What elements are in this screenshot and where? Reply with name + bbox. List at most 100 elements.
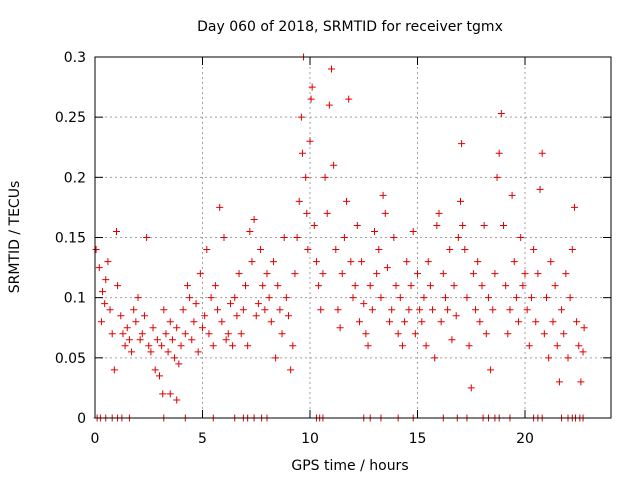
data-point [261,306,269,314]
data-point [444,306,452,314]
data-point [143,234,151,241]
data-point [136,336,144,344]
data-point [307,95,315,103]
data-point [351,282,359,290]
data-point [349,294,357,302]
data-point [297,113,305,121]
data-point [371,227,378,235]
data-point [209,342,217,350]
data-point [469,270,477,278]
data-point [278,330,286,338]
data-point [345,95,353,103]
data-point [179,306,187,314]
data-point [452,312,460,320]
data-point [159,390,167,398]
data-point [340,234,348,241]
data-point [280,234,288,241]
data-point [407,282,415,290]
data-point [459,221,467,229]
data-point [332,246,340,254]
data-point [480,221,488,229]
data-point [310,221,318,229]
data-point [446,246,454,254]
data-point [183,282,191,290]
data-point [97,318,105,326]
data-point [233,312,241,320]
data-point [461,246,469,254]
data-point [218,318,226,326]
data-point [134,294,142,302]
data-point [422,342,430,350]
data-point [489,306,497,314]
data-point [580,324,588,332]
data-point [424,258,432,266]
data-point [147,348,155,356]
data-point [162,330,170,338]
data-point [334,306,342,314]
data-point [360,300,368,308]
data-point [102,276,110,284]
data-point [414,270,421,278]
data-point [439,270,447,278]
data-point [484,294,492,302]
data-point [325,101,333,109]
data-point [216,203,224,211]
data-point [173,324,181,332]
data-point [463,294,471,302]
data-point [390,234,398,241]
data-point [114,282,122,290]
data-point [478,282,486,290]
data-point [285,312,292,320]
data-point [220,234,228,241]
data-point [239,306,247,314]
data-point [171,354,179,362]
data-point [560,330,568,338]
x-tick-label: 0 [91,431,100,447]
data-point [207,294,215,302]
data-point [125,336,133,344]
data-point [287,366,295,374]
data-point [431,354,439,362]
data-point [312,258,320,266]
data-point [355,318,363,326]
data-point [164,348,172,356]
data-point [250,215,258,223]
data-point [521,270,529,278]
data-point [368,306,376,314]
data-point [101,300,109,308]
data-point [515,318,523,326]
data-point [128,348,136,356]
data-point [259,282,267,290]
data-point [491,270,499,278]
data-point [110,366,118,374]
data-point [525,342,533,350]
data-point [575,342,583,350]
data-point [403,258,411,266]
data-point [553,342,561,350]
data-point [392,282,400,290]
data-point [145,342,153,350]
data-point [235,270,243,278]
data-point [328,65,335,73]
data-point [495,149,503,157]
data-point [293,234,301,241]
data-point [448,336,456,344]
data-point [555,378,563,386]
data-point [199,324,206,332]
data-point [194,348,202,356]
data-point [375,246,383,254]
data-point [196,270,204,278]
data-point [303,209,311,217]
data-point [487,366,495,374]
data-point [394,330,402,338]
data-point [229,342,237,350]
data-point [130,306,138,314]
data-point [269,258,277,266]
data-point [508,191,516,199]
data-point [573,318,581,326]
y-tick-label: 0.15 [55,231,86,247]
data-point [117,312,125,320]
data-point [506,306,514,314]
data-point [426,282,434,290]
